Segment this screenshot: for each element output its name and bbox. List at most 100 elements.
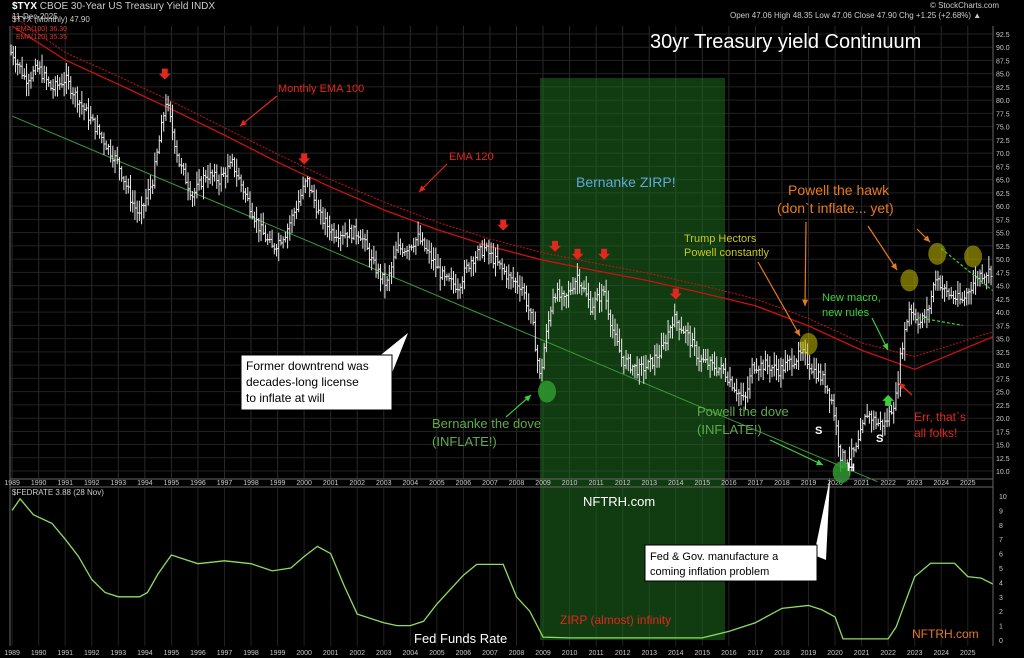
x-tick-label-lower: 2025 (960, 650, 976, 657)
x-tick-label-lower: 2024 (933, 650, 949, 657)
legend-ema100: EMA(100) 36.30 (16, 26, 67, 33)
y-tick-label: 47.5 (996, 270, 1010, 277)
fed-gov-line1: Fed & Gov. manufacture a (650, 551, 779, 563)
powell-hawk-line2: (don`t inflate... yet) (777, 200, 894, 216)
date: 11-Dec-2025 (12, 12, 58, 21)
former-downtrend-line2: decades-long license (246, 375, 359, 389)
x-tick-label: 2015 (695, 480, 711, 487)
peak-arrow (497, 219, 510, 231)
x-tick-label-lower: 2010 (562, 650, 578, 657)
y-tick-label: 55.0 (996, 231, 1010, 238)
x-tick-label: 2012 (615, 480, 631, 487)
peak-arrow (158, 68, 171, 80)
trump-hectors-line1: Trump Hectors (684, 233, 757, 245)
x-tick-label-lower: 2015 (695, 650, 711, 657)
x-tick-label-lower: 2014 (668, 650, 684, 657)
x-tick-label: 2016 (721, 480, 737, 487)
x-tick-label: 1998 (243, 480, 259, 487)
y-tick-label: 82.5 (996, 85, 1010, 92)
y-tick-label: 40.0 (996, 310, 1010, 317)
y-tick-label: 42.5 (996, 297, 1010, 304)
long-trendline (11, 115, 878, 483)
y-tick-label: 25.0 (996, 390, 1010, 397)
ema120-pointer-head (419, 185, 426, 192)
bernanke-dove-pointer (505, 394, 532, 418)
x-tick-label: 1996 (190, 480, 206, 487)
x-tick-label-lower: 1999 (270, 650, 286, 657)
y-tick-label: 12.5 (996, 456, 1010, 463)
x-tick-label-lower: 2022 (880, 650, 896, 657)
x-tick-label: 1997 (217, 480, 233, 487)
hawk-pointer-3 (916, 228, 931, 243)
y-tick-label-lower: 9 (999, 508, 1003, 515)
hawk-pointer-1 (802, 221, 809, 307)
err-pointer-head (899, 383, 906, 390)
x-tick-label: 1999 (270, 480, 286, 487)
x-tick-label-lower: 2018 (774, 650, 790, 657)
y-tick-label-lower: 8 (999, 523, 1003, 530)
y-tick-label-lower: 4 (999, 580, 1003, 587)
x-tick-label-lower: 2016 (721, 650, 737, 657)
zirp-infinity-label: ZIRP (almost) infinity (560, 613, 671, 627)
x-tick-label: 2008 (509, 480, 525, 487)
price-bars (9, 44, 993, 476)
x-tick-label: 1994 (137, 480, 153, 487)
x-tick-label-lower: 1989 (4, 650, 20, 657)
channel-upper (940, 248, 994, 292)
y-tick-label-lower: 3 (999, 595, 1003, 602)
x-tick-label-lower: 2011 (589, 650, 604, 657)
x-tick-label: 2020 (827, 480, 843, 487)
legend-ema120: EMA(120) 35.35 (16, 34, 67, 41)
bernanke-dove-line1: Bernanke the dove (432, 416, 541, 431)
y-tick-label: 37.5 (996, 323, 1010, 330)
h-label: H (847, 462, 855, 474)
axes: 1989 1989 1990 1990 1991 1991 1992 1992 1993 1993… (4, 32, 1009, 657)
channel-lower (917, 316, 963, 326)
symbol-header: $TYX CBOE 30-Year US Treasury Yield INDX (12, 1, 215, 12)
y-tick-label-lower: 2 (999, 609, 1003, 616)
x-tick-label: 2006 (456, 480, 472, 487)
x-tick-label-lower: 2019 (801, 650, 817, 657)
x-tick-label: 2019 (801, 480, 817, 487)
credit: © StockCharts.com (930, 1, 1000, 10)
y-tick-label: 60.0 (996, 204, 1010, 211)
hawk-pointer-3-head (923, 235, 930, 242)
powell-dove-oval (832, 461, 851, 484)
err-line1: Err, that`s (914, 410, 966, 424)
trump-pointer-shaft (757, 261, 801, 337)
x-tick-label-lower: 1996 (190, 650, 206, 657)
bernanke-dove-pointer-head (524, 395, 531, 402)
y-tick-label: 62.5 (996, 191, 1010, 198)
peak-arrow (598, 248, 611, 260)
peak-arrow (571, 248, 584, 260)
ema120-pointer (418, 163, 448, 193)
x-tick-label-lower: 1990 (31, 650, 47, 657)
s-right-label: S (876, 433, 883, 445)
x-tick-label: 2005 (429, 480, 445, 487)
new-macro-line2: new rules (822, 307, 870, 319)
powell-dove-line1: Powell the dove (697, 404, 789, 419)
x-tick-label-lower: 2008 (509, 650, 525, 657)
y-tick-label: 90.0 (996, 45, 1010, 52)
x-tick-label-lower: 2004 (403, 650, 419, 657)
y-tick-label: 15.0 (996, 443, 1010, 450)
x-tick-label-lower: 2012 (615, 650, 631, 657)
ema120-label: EMA 120 (449, 151, 494, 163)
y-tick-label: 35.0 (996, 337, 1010, 344)
x-tick-label-lower: 2007 (482, 650, 498, 657)
x-tick-label-lower: 2023 (907, 650, 923, 657)
x-tick-label: 1990 (31, 480, 47, 487)
x-tick-label: 1991 (57, 480, 73, 487)
x-tick-label-lower: 2006 (456, 650, 472, 657)
y-tick-label: 30.0 (996, 363, 1010, 370)
x-tick-label: 1992 (84, 480, 100, 487)
y-tick-label-lower: 0 (999, 638, 1003, 645)
y-tick-label-lower: 6 (999, 552, 1003, 559)
x-tick-label: 2009 (535, 480, 551, 487)
hawk-pointer-1-shaft (804, 221, 807, 307)
x-tick-label: 1993 (111, 480, 127, 487)
fedrate-series (11, 497, 994, 640)
x-tick-label: 2022 (880, 480, 896, 487)
y-tick-label: 20.0 (996, 416, 1010, 423)
